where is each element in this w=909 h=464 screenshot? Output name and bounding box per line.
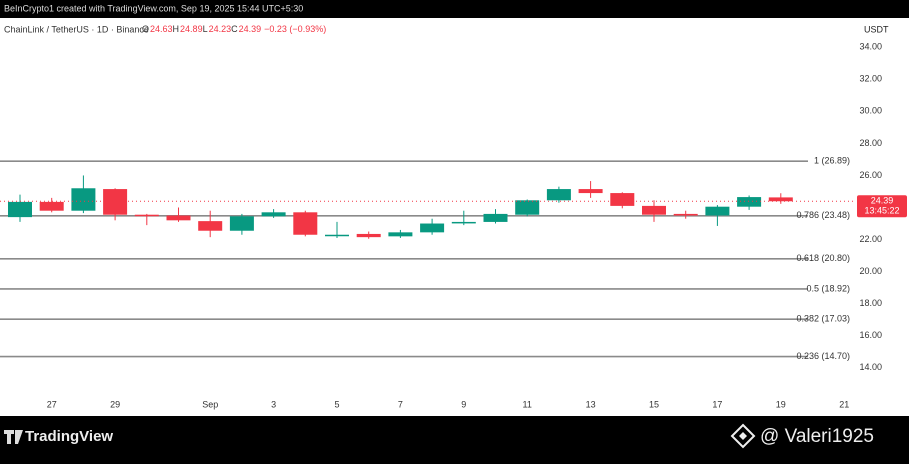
candle-body xyxy=(546,189,571,201)
y-tick-label: 16.00 xyxy=(859,330,882,340)
candle-body xyxy=(483,213,508,222)
x-tick-label: 9 xyxy=(461,399,466,409)
fib-label: 0.382 (17.03) xyxy=(796,314,850,324)
tv-logo xyxy=(4,430,23,444)
x-tick-label: 21 xyxy=(839,399,849,409)
y-unit: USDT xyxy=(864,24,889,34)
candle-body xyxy=(737,197,762,207)
symbol: ChainLink / TetherUS · 1D · Binance xyxy=(4,24,149,34)
y-tick-label: 26.00 xyxy=(859,170,882,180)
candle-body xyxy=(71,188,96,211)
candle-body xyxy=(293,212,318,235)
x-tick-label: 17 xyxy=(712,399,722,409)
ohlc-key: C xyxy=(231,24,238,34)
candle-body xyxy=(705,206,730,216)
candle-body xyxy=(103,189,128,215)
y-tick-label: 14.00 xyxy=(859,362,882,372)
brand: TradingView xyxy=(25,428,113,445)
x-tick-label: 11 xyxy=(523,399,532,409)
candle-body xyxy=(325,234,349,237)
y-tick-label: 18.00 xyxy=(859,298,882,308)
price-tag xyxy=(857,195,907,218)
x-tick-label: 15 xyxy=(649,399,659,409)
price-countdown: 13:45:22 xyxy=(864,206,899,216)
credit: BeInCrypto1 created with TradingView.com… xyxy=(4,3,303,13)
ohlc-change: −0.23 (−0.93%) xyxy=(264,24,326,34)
y-tick-label: 20.00 xyxy=(859,266,882,276)
author-icon xyxy=(730,423,756,449)
x-tick-label: 19 xyxy=(776,399,786,409)
candle-body xyxy=(388,232,413,237)
ohlc-value: 24.89 xyxy=(180,24,203,34)
fib-label: 0.786 (23.48) xyxy=(796,210,850,220)
x-tick-label: 7 xyxy=(398,399,403,409)
x-tick-label: 29 xyxy=(110,399,120,409)
fib-label: 0.5 (18.92) xyxy=(806,283,850,293)
diamond xyxy=(730,423,756,449)
candle-body xyxy=(768,197,793,202)
x-tick-label: 3 xyxy=(271,399,276,409)
candle-body xyxy=(356,233,381,238)
logo-icon xyxy=(4,430,23,444)
ohlc-key: L xyxy=(203,24,208,34)
ohlc-legend: O24.63H24.89L24.23C24.39 −0.23 (−0.93%) xyxy=(142,24,326,34)
x-tick-label: Sep xyxy=(202,399,218,409)
x-tick-label: 5 xyxy=(334,399,339,409)
footer-bar xyxy=(0,417,909,459)
x-tick-label: 13 xyxy=(586,399,596,409)
candle-body xyxy=(39,201,64,211)
fib-label: 0.618 (20.80) xyxy=(796,253,850,263)
candle-body xyxy=(610,193,635,206)
x-tick-label: 27 xyxy=(47,399,57,409)
y-tick-label: 28.00 xyxy=(859,138,882,148)
candle-body xyxy=(261,212,286,217)
y-tick-label: 32.00 xyxy=(859,74,882,84)
ohlc-text: O24.63H24.89L24.23C24.39 −0.23 (−0.93%) xyxy=(142,24,326,34)
candle-body xyxy=(578,189,603,194)
ohlc-value: 24.39 xyxy=(239,24,262,34)
fib-label: 1 (26.89) xyxy=(814,156,850,166)
candle-body xyxy=(166,215,191,221)
author: @ Valeri1925 xyxy=(760,426,874,447)
candle-body xyxy=(198,221,223,231)
candle-body xyxy=(451,221,476,224)
ohlc-value: 24.23 xyxy=(209,24,232,34)
diamond-core xyxy=(739,432,747,440)
candle-body xyxy=(420,223,445,233)
price-tag-value: 24.39 xyxy=(871,196,894,206)
y-tick-label: 34.00 xyxy=(859,42,882,52)
fib-label: 0.236 (14.70) xyxy=(796,351,850,361)
chart-area xyxy=(0,18,909,416)
candle-body xyxy=(673,213,698,216)
ohlc-value: 24.63 xyxy=(150,24,173,34)
ohlc-key: O xyxy=(142,24,149,34)
candle-body xyxy=(229,216,254,231)
y-tick-label: 30.00 xyxy=(859,106,882,116)
candle-body xyxy=(515,200,540,215)
ohlc-key: H xyxy=(173,24,180,34)
candle-body xyxy=(134,214,159,217)
candle-body xyxy=(642,205,666,215)
candle-body xyxy=(8,201,32,218)
y-tick-label: 22.00 xyxy=(859,234,882,244)
